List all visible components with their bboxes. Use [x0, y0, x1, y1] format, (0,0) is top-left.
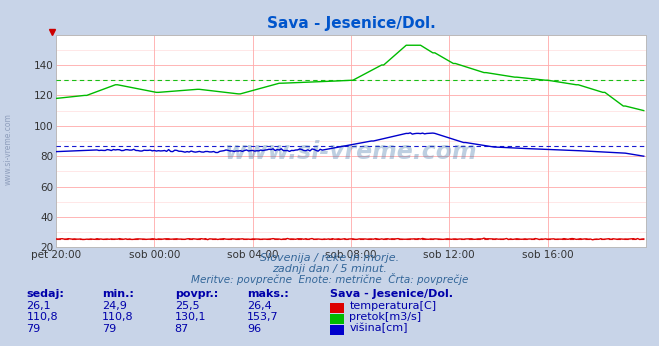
Text: 153,7: 153,7	[247, 312, 279, 322]
Text: min.:: min.:	[102, 289, 134, 299]
Text: www.si-vreme.com: www.si-vreme.com	[225, 140, 477, 164]
Text: 110,8: 110,8	[26, 312, 58, 322]
Text: www.si-vreme.com: www.si-vreme.com	[3, 113, 13, 185]
Text: 26,1: 26,1	[26, 301, 51, 311]
Text: zadnji dan / 5 minut.: zadnji dan / 5 minut.	[272, 264, 387, 274]
Title: Sava - Jesenice/Dol.: Sava - Jesenice/Dol.	[266, 16, 436, 31]
Text: Sava - Jesenice/Dol.: Sava - Jesenice/Dol.	[330, 289, 453, 299]
Text: Meritve: povprečne  Enote: metrične  Črta: povprečje: Meritve: povprečne Enote: metrične Črta:…	[191, 273, 468, 285]
Text: 25,5: 25,5	[175, 301, 199, 311]
Text: temperatura[C]: temperatura[C]	[349, 301, 436, 311]
Text: 79: 79	[102, 324, 117, 334]
Text: 79: 79	[26, 324, 41, 334]
Text: Slovenija / reke in morje.: Slovenija / reke in morje.	[260, 253, 399, 263]
Text: 26,4: 26,4	[247, 301, 272, 311]
Text: maks.:: maks.:	[247, 289, 289, 299]
Text: sedaj:: sedaj:	[26, 289, 64, 299]
Text: pretok[m3/s]: pretok[m3/s]	[349, 312, 421, 322]
Text: povpr.:: povpr.:	[175, 289, 218, 299]
Text: višina[cm]: višina[cm]	[349, 323, 408, 334]
Text: 110,8: 110,8	[102, 312, 134, 322]
Text: 24,9: 24,9	[102, 301, 127, 311]
Text: 96: 96	[247, 324, 261, 334]
Text: 130,1: 130,1	[175, 312, 206, 322]
Text: 87: 87	[175, 324, 189, 334]
